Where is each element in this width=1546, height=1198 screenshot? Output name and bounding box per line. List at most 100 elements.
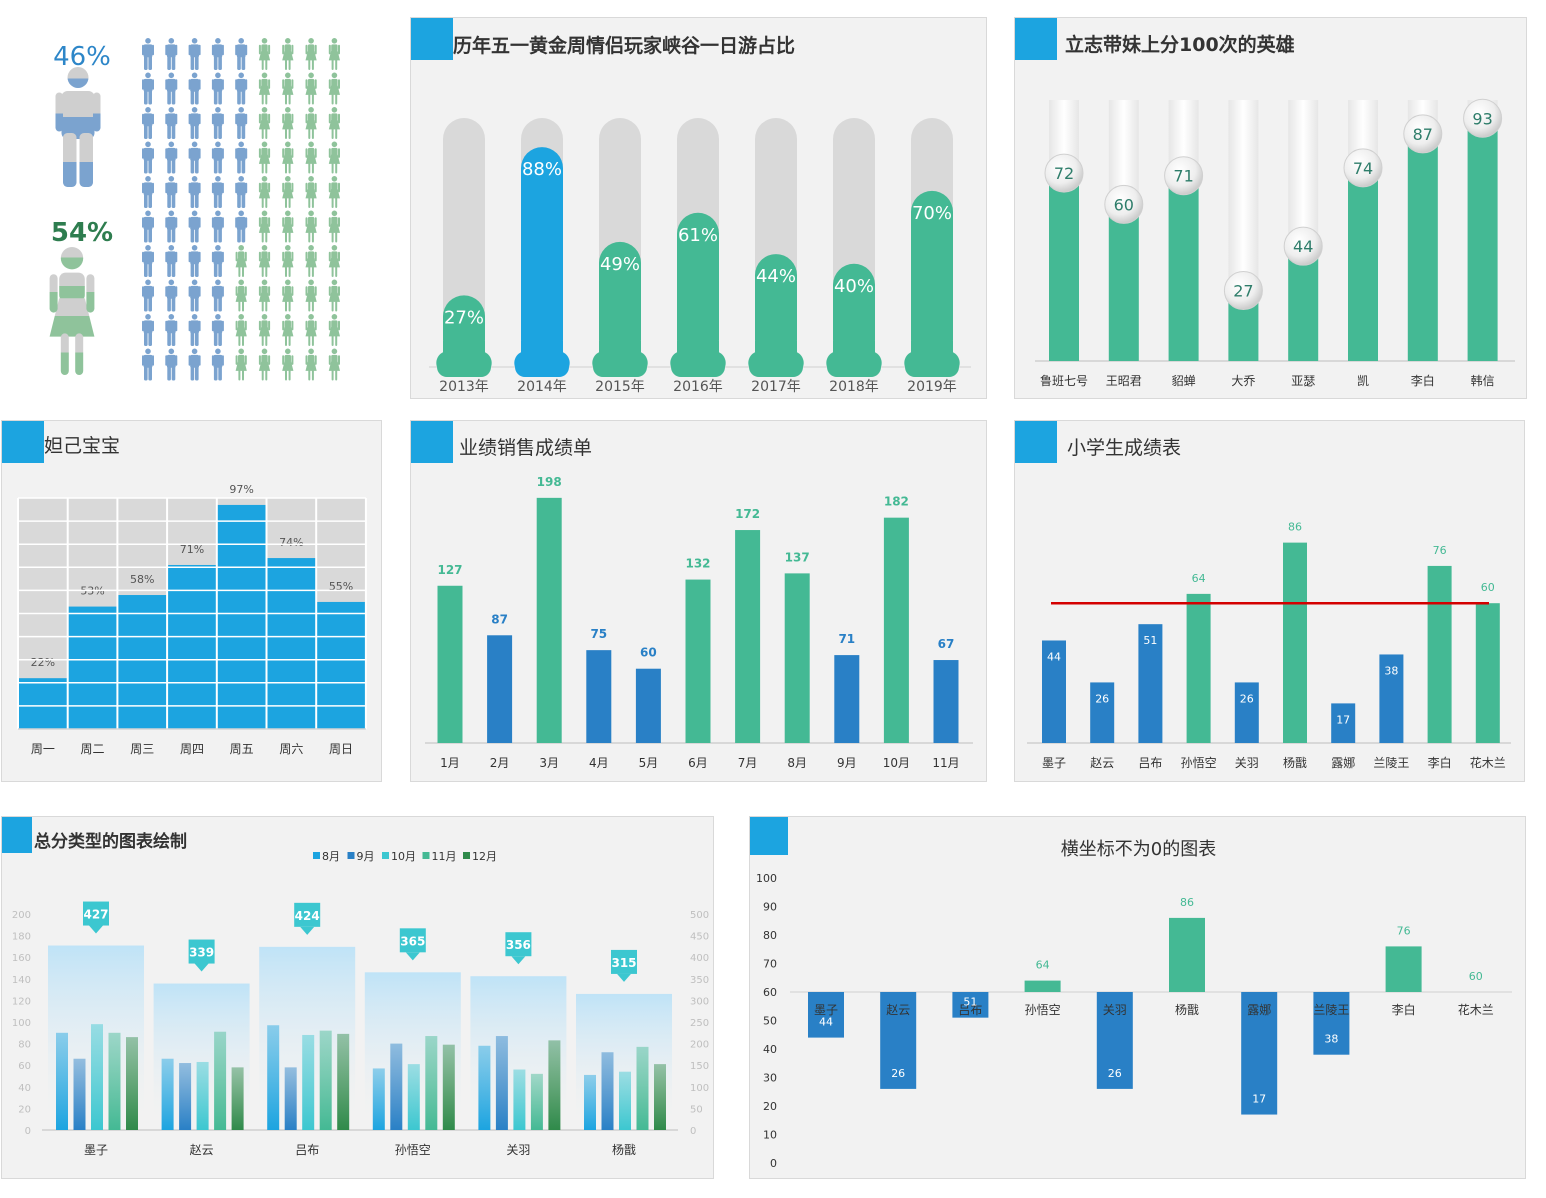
panel-daji: 妲己宝宝 22% 周一 53% 周二 58% 周三 71% 周四 97% 周五 74% 周六 55% 周日 (1, 420, 382, 782)
arm (305, 79, 308, 89)
bar-foot (514, 350, 570, 377)
arm (305, 320, 308, 331)
leg (144, 193, 148, 208)
female-person-icon (305, 210, 317, 243)
series-bar (337, 1033, 350, 1130)
torso (166, 285, 176, 299)
leg (195, 90, 199, 105)
head (238, 245, 244, 251)
torso (238, 320, 245, 328)
arm (282, 113, 285, 124)
value-bar (1475, 603, 1500, 743)
data-label: 26 (891, 1067, 905, 1080)
torso (213, 78, 223, 92)
female-person-icon (305, 279, 317, 312)
leg (335, 232, 338, 243)
skirt (258, 154, 271, 164)
value-bar (586, 650, 612, 743)
leg (195, 124, 199, 139)
leg (242, 266, 244, 277)
torso (284, 216, 291, 225)
arm (211, 286, 214, 297)
torso (190, 113, 199, 127)
head (308, 245, 314, 251)
value-bar (487, 635, 513, 743)
arm (152, 148, 154, 159)
head (261, 314, 268, 320)
leg (261, 301, 264, 312)
male-person-icon (165, 176, 178, 208)
tick-label: 露娜 (1247, 1003, 1271, 1017)
skirt (258, 85, 271, 95)
head (168, 141, 175, 148)
leg (311, 94, 314, 105)
torso (190, 147, 199, 161)
arm (291, 182, 294, 193)
y-tick-label: 10 (763, 1129, 777, 1142)
torso (331, 113, 338, 121)
head (331, 176, 338, 182)
arm (338, 79, 340, 89)
panel-totals: 总分类型的图表绘制 8月 9月 10月 11月 12月 0 20 40 60 80 100 120 14… (1, 816, 714, 1179)
tick-label: 7月 (738, 756, 758, 770)
data-label: 137 (785, 550, 810, 564)
data-label: 76 (1397, 924, 1411, 937)
y-tick-label: 60 (18, 1061, 31, 1072)
value-bubble (1283, 226, 1323, 266)
bar-foot (748, 350, 804, 377)
tick-label: 鲁班七号 (1040, 374, 1088, 388)
head (238, 107, 244, 113)
series-bar (161, 1058, 174, 1130)
head (261, 279, 268, 286)
leg (190, 193, 195, 208)
value-bar (1241, 992, 1278, 1115)
arm (291, 217, 294, 227)
skirt (282, 119, 294, 130)
arm (175, 113, 178, 125)
value-bar (117, 595, 168, 729)
leg (308, 370, 311, 381)
arm (338, 251, 340, 262)
value-bubble (1044, 153, 1084, 193)
female-person-icon (258, 107, 271, 139)
arm (245, 44, 248, 56)
head (191, 38, 198, 44)
female-person-icon (258, 279, 271, 312)
head (168, 210, 175, 217)
arm (221, 79, 224, 90)
arm (152, 182, 154, 194)
leg (335, 266, 338, 277)
arm (305, 44, 308, 55)
series-bar (636, 1046, 649, 1130)
head (168, 107, 175, 113)
head (331, 245, 338, 251)
data-label: 70% (912, 203, 952, 224)
male-person-icon (188, 38, 201, 70)
value-bubble (1104, 184, 1144, 224)
arm (338, 355, 340, 365)
arm (142, 320, 144, 332)
torso (166, 44, 176, 58)
leg (190, 90, 195, 105)
tick-label: 5月 (639, 756, 659, 770)
head (168, 38, 175, 44)
data-label: 38 (1384, 664, 1398, 677)
arm (314, 320, 317, 331)
female-person-icon (328, 210, 340, 243)
leg (265, 370, 268, 381)
leg (213, 262, 218, 277)
leg (195, 262, 199, 277)
torso (307, 113, 315, 121)
torso (190, 78, 199, 92)
torso (261, 216, 268, 225)
head (215, 210, 221, 217)
torso (261, 78, 268, 87)
arm (282, 355, 285, 365)
arm (314, 251, 317, 262)
female-person-icon (282, 38, 294, 70)
legend-label: 8月 (322, 850, 340, 863)
tick-label: 周五 (230, 742, 254, 756)
arm (282, 320, 285, 331)
y-tick-label: 70 (763, 958, 777, 971)
data-label: 93 (1472, 109, 1492, 128)
